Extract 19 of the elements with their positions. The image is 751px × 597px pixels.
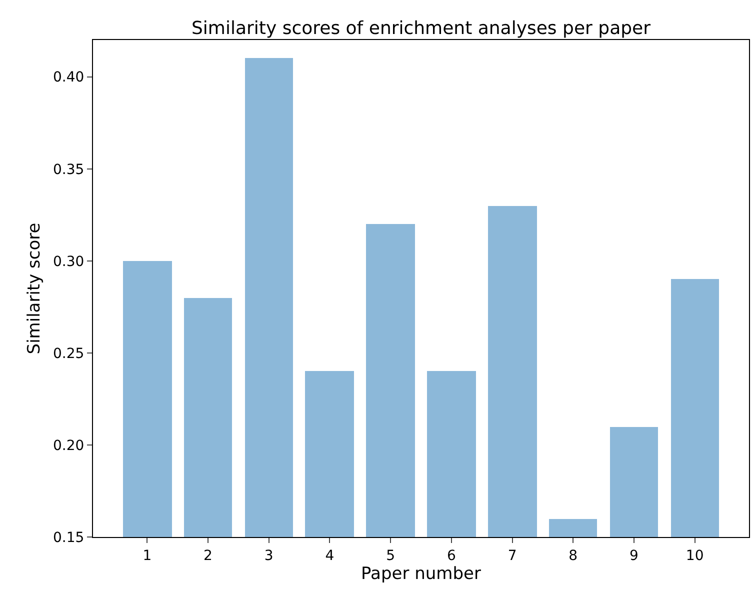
chart-title: Similarity scores of enrichment analyses per paper bbox=[192, 18, 652, 40]
x-axis-title: Paper number bbox=[361, 564, 481, 584]
x-tick-label: 8 bbox=[568, 548, 578, 564]
x-tick-label: 2 bbox=[204, 548, 212, 564]
y-tick-label: 0.25 bbox=[53, 346, 84, 362]
x-tick-label: 4 bbox=[325, 548, 334, 564]
y-tick-label: 0.40 bbox=[53, 70, 84, 86]
x-tick-label: 3 bbox=[264, 548, 274, 564]
y-tick-label: 0.35 bbox=[53, 162, 84, 178]
y-axis-title: Similarity score bbox=[24, 222, 45, 354]
y-tick-label: 0.30 bbox=[53, 254, 84, 270]
x-tick-label: 7 bbox=[508, 548, 517, 564]
x-tick-label: 10 bbox=[686, 548, 704, 564]
y-tick-label: 0.15 bbox=[53, 530, 84, 546]
x-tick-label: 6 bbox=[446, 548, 456, 564]
y-tick-label: 0.20 bbox=[53, 438, 84, 454]
x-tick-label: 9 bbox=[630, 548, 638, 564]
x-tick-label: 1 bbox=[142, 548, 152, 564]
x-tick-label: 5 bbox=[386, 548, 396, 564]
